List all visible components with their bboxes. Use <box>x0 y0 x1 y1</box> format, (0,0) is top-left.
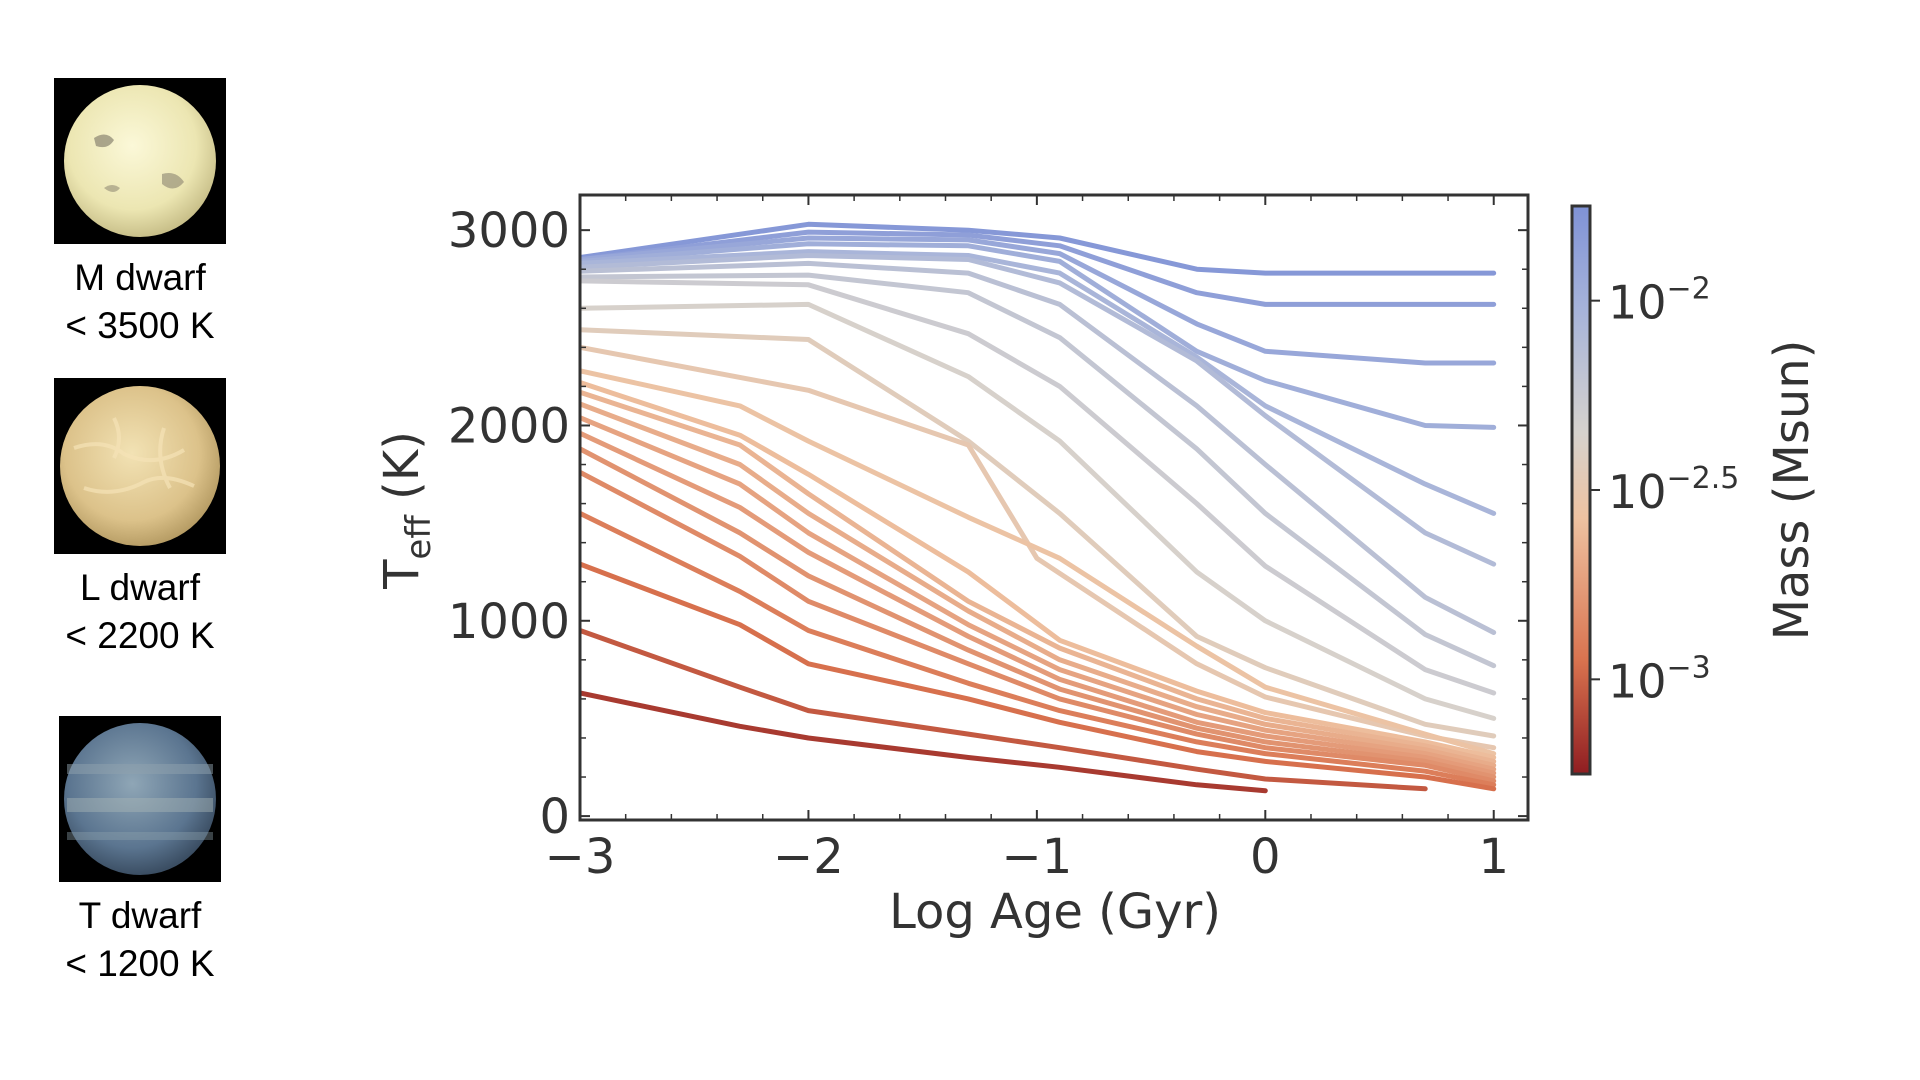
t-dwarf-band <box>67 764 213 774</box>
m-dwarf-planet-svg <box>64 85 216 237</box>
series-line <box>580 272 1497 669</box>
l-dwarf-name: L dwarf <box>80 567 200 608</box>
m-dwarf-name: M dwarf <box>74 257 206 298</box>
x-tick-label: −3 <box>545 829 616 885</box>
t-dwarf-planet-svg <box>64 723 216 875</box>
series-line <box>580 469 1497 784</box>
series-line <box>580 249 1497 516</box>
l-dwarf-panel: L dwarf < 2200 K <box>40 378 240 660</box>
series-line <box>580 327 1497 739</box>
series-line <box>580 401 1497 768</box>
series-line <box>580 241 1497 430</box>
series-line <box>580 301 1497 721</box>
y-tick-label: 1000 <box>448 594 570 650</box>
series-line <box>580 389 1497 764</box>
l-dwarf-globe <box>60 386 220 546</box>
colorbar-tick-exponent: −3 <box>1667 650 1711 685</box>
t-dwarf-band <box>67 832 213 840</box>
m-dwarf-planet-image <box>54 78 226 244</box>
series-line <box>580 446 1497 780</box>
l-dwarf-temp: < 2200 K <box>65 615 215 656</box>
series-layer <box>580 221 1497 794</box>
series-line <box>580 510 1497 788</box>
x-axis-label: Log Age (Gyr) <box>889 884 1221 940</box>
colorbar-tick-base: 10 <box>1608 654 1667 708</box>
colorbar-label: Mass (Msun) <box>1764 340 1820 641</box>
y-tick-label: 2000 <box>448 398 570 454</box>
tick-layer: −3 −2 −1 0 1 0 1000 2000 3000 <box>448 195 1528 885</box>
colorbar-tick-exponent: −2 <box>1667 272 1711 307</box>
series-line <box>580 253 1497 567</box>
colorbar-tick-label: 10−2.5 <box>1608 461 1739 519</box>
m-dwarf-spot <box>94 134 114 148</box>
m-dwarf-globe <box>64 85 216 237</box>
l-dwarf-planet-svg <box>60 386 220 546</box>
colorbar-tick-base: 10 <box>1608 276 1667 330</box>
y-tick-label: 3000 <box>448 203 570 259</box>
m-dwarf-panel: M dwarf < 3500 K <box>40 78 240 350</box>
y-axis-label-main: T <box>374 559 430 590</box>
y-tick-label: 0 <box>539 789 570 845</box>
series-line <box>580 278 1497 696</box>
colorbar-tick-label: 10−3 <box>1608 650 1711 708</box>
series-line <box>580 415 1497 772</box>
series-line <box>580 380 1497 760</box>
l-dwarf-caption: L dwarf < 2200 K <box>40 564 240 660</box>
colorbar-tick-base: 10 <box>1608 465 1667 519</box>
series-line <box>580 368 1497 757</box>
x-tick-label: 1 <box>1478 829 1509 885</box>
l-dwarf-cells <box>73 417 195 494</box>
series-line <box>580 561 1497 792</box>
l-dwarf-planet-image <box>54 378 226 554</box>
series-line <box>580 260 1497 635</box>
t-dwarf-name: T dwarf <box>78 895 202 936</box>
t-dwarf-caption: T dwarf < 1200 K <box>40 892 240 988</box>
series-line <box>580 221 1497 276</box>
t-dwarf-globe <box>64 723 216 875</box>
m-dwarf-temp: < 3500 K <box>65 305 215 346</box>
plot-frame <box>578 193 1530 822</box>
t-dwarf-planet-image <box>59 716 221 882</box>
series-line <box>580 690 1268 794</box>
y-axis-label-unit: (K) <box>374 431 430 515</box>
colorbar-ticks: 10−210−2.510−3 <box>1590 272 1739 708</box>
t-dwarf-temp: < 1200 K <box>65 943 215 984</box>
series-line <box>580 229 1497 307</box>
series-line <box>580 235 1497 366</box>
x-tick-label: 0 <box>1250 829 1281 885</box>
series-line <box>580 628 1428 792</box>
m-dwarf-caption: M dwarf < 3500 K <box>40 254 240 350</box>
colorbar-tick-exponent: −2.5 <box>1667 461 1740 496</box>
m-dwarf-spot <box>162 173 184 189</box>
m-dwarf-spot <box>104 185 120 192</box>
t-dwarf-band <box>67 798 213 812</box>
y-axis-label: Teff (K) <box>374 431 439 590</box>
colorbar <box>1570 204 1592 776</box>
series-line <box>580 344 1497 751</box>
x-tick-label: −1 <box>1001 829 1072 885</box>
t-dwarf-panel: T dwarf < 1200 K <box>40 716 240 988</box>
x-tick-label: −2 <box>773 829 844 885</box>
y-axis-label-sub: eff <box>399 514 439 560</box>
colorbar-tick-label: 10−2 <box>1608 272 1711 330</box>
series-line <box>580 430 1497 776</box>
